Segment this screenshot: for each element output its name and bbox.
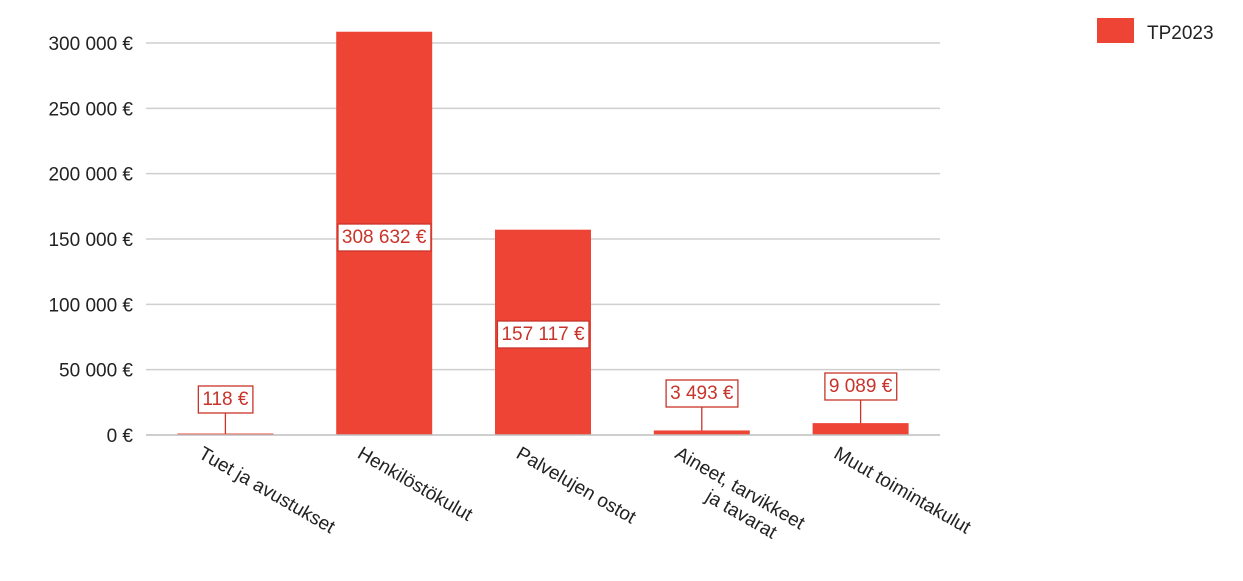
data-label-text: 9 089 € xyxy=(829,376,893,397)
data-label-text: 118 € xyxy=(202,389,249,410)
data-label-text: 3 493 € xyxy=(670,383,734,404)
x-tick-label: Muut toimintakulut xyxy=(830,443,975,539)
y-tick-label: 300 000 € xyxy=(48,34,133,55)
data-label-text: 157 117 € xyxy=(501,324,585,345)
x-tick-label: Henkilöstökulut xyxy=(354,443,477,526)
data-label-2: 157 117 € xyxy=(496,320,590,349)
data-label-box xyxy=(337,223,432,252)
y-tick-label: 150 000 € xyxy=(48,230,133,251)
data-label-box xyxy=(824,372,898,401)
data-label-box xyxy=(665,379,739,408)
y-tick-label: 250 000 € xyxy=(48,99,133,120)
y-tick-label: 200 000 € xyxy=(48,165,133,186)
y-tick-label: 50 000 € xyxy=(59,361,133,382)
legend-swatch xyxy=(1097,18,1134,43)
legend: TP2023 xyxy=(1097,18,1214,44)
data-label-1: 308 632 € xyxy=(337,223,432,252)
y-tick-label: 0 € xyxy=(107,426,134,447)
x-tick-label: Palvelujen ostot xyxy=(513,443,640,529)
data-label-box xyxy=(496,320,590,349)
x-tick-label: Tuet ja avustukset xyxy=(195,443,339,538)
data-label-4: 9 089 € xyxy=(824,372,898,424)
data-labels: 118 € 308 632 € 157 117 € 3 493 € 9 089 € xyxy=(197,223,898,434)
bar-4 xyxy=(812,423,909,435)
bar-3 xyxy=(653,430,750,435)
bars xyxy=(177,31,909,435)
data-label-0: 118 € xyxy=(197,385,254,434)
data-label-box xyxy=(197,385,254,414)
x-tick-label: Aineet, tarvikkeetja tavarat xyxy=(660,443,808,553)
legend-label-tp2023: TP2023 xyxy=(1147,23,1214,44)
y-axis-tick-labels: 0 € 50 000 € 100 000 € 150 000 € 200 000 € 25… xyxy=(48,34,133,447)
data-label-text: 308 632 € xyxy=(342,227,427,248)
data-label-3: 3 493 € xyxy=(665,379,739,431)
y-tick-label: 100 000 € xyxy=(48,295,133,316)
x-axis-category-labels: Tuet ja avustukset Henkilöstökulut Palvelu… xyxy=(195,443,975,553)
